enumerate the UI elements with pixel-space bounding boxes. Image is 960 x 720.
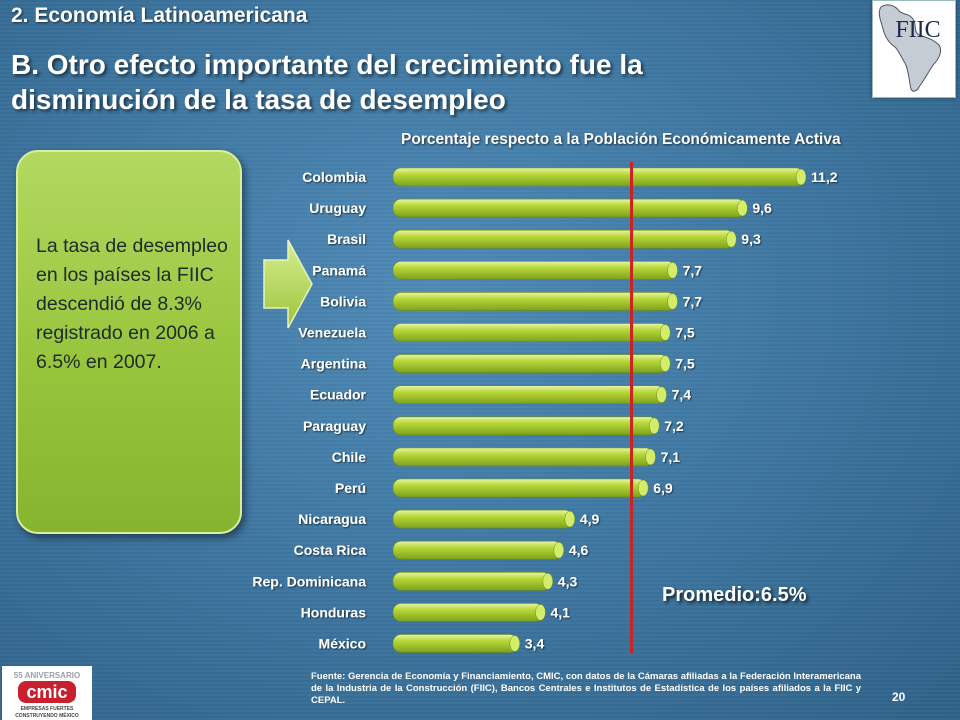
source-note: Fuente: Gerencia de Economía y Financiam… <box>311 671 861 706</box>
chart-title: Porcentaje respecto a la Población Econó… <box>401 131 841 148</box>
cmic-tagline-1: EMPRESAS FUERTES <box>21 706 74 712</box>
value-label: 9,6 <box>752 200 772 216</box>
cmic-anniversary-text: 55 ANIVERSARIO <box>14 671 80 680</box>
category-label: Perú <box>335 480 366 496</box>
value-label: 4,9 <box>580 511 600 527</box>
bar-2 <box>392 229 735 249</box>
category-label: México <box>319 636 366 652</box>
bar-cap-9 <box>645 448 656 466</box>
bar-13 <box>392 571 552 591</box>
bar-cap-13 <box>542 573 554 590</box>
category-label: Paraguay <box>303 418 366 434</box>
bar-cap-15 <box>509 635 521 652</box>
category-label: Costa Rica <box>294 542 367 558</box>
bar-15 <box>392 634 519 653</box>
value-label: 9,3 <box>741 231 761 247</box>
bar-3 <box>392 260 676 280</box>
fiic-logo: FIIC <box>872 0 956 98</box>
bar-cap-0 <box>795 168 807 186</box>
category-label: Bolivia <box>320 293 366 309</box>
bar-cap-2 <box>726 230 737 248</box>
category-label: Honduras <box>301 604 367 620</box>
bar-1 <box>392 198 746 218</box>
bar-cap-3 <box>667 262 678 279</box>
page-title-line-2: disminución de la tasa de desempleo <box>11 84 506 115</box>
category-label: Brasil <box>327 231 366 247</box>
bar-cap-5 <box>660 324 671 341</box>
category-label: Panamá <box>312 262 366 278</box>
category-label: Chile <box>332 449 366 465</box>
category-label: Argentina <box>301 356 367 372</box>
average-label: Promedio:6.5% <box>662 584 807 606</box>
category-label: Rep. Dominicana <box>252 573 366 589</box>
bar-cap-4 <box>667 293 678 310</box>
page-title: B. Otro efecto importante del crecimient… <box>11 47 841 117</box>
category-label: Nicaragua <box>298 511 366 527</box>
value-label: 4,1 <box>550 604 570 620</box>
bar-cap-8 <box>648 417 660 435</box>
bar-11 <box>392 509 574 529</box>
value-label: 6,9 <box>653 480 673 496</box>
category-label: Uruguay <box>309 200 366 216</box>
bar-cap-6 <box>660 355 671 372</box>
bar-cap-11 <box>564 510 576 528</box>
page-title-line-1: B. Otro efecto importante del crecimient… <box>11 49 643 80</box>
value-label: 3,4 <box>525 636 545 652</box>
value-label: 4,3 <box>558 573 578 589</box>
value-label: 11,2 <box>811 169 838 185</box>
bar-6 <box>392 354 669 373</box>
fiic-map-icon: FIIC <box>878 4 942 92</box>
cmic-tagline-2: CONSTRUYENDO MÉXICO <box>15 711 79 719</box>
cmic-logo-text: cmic <box>26 682 67 702</box>
cmic-logo: 55 ANIVERSARIO cmic EMPRESAS FUERTES CON… <box>2 666 92 720</box>
value-label: 7,5 <box>675 325 695 341</box>
bar-4 <box>392 292 676 311</box>
page-number: 20 <box>892 690 906 704</box>
callout-text: La tasa de desempleo en los países la FI… <box>36 235 228 373</box>
category-label: Ecuador <box>310 387 367 403</box>
category-label: Colombia <box>302 169 366 185</box>
bar-12 <box>392 540 563 560</box>
bar-8 <box>392 416 658 436</box>
bar-cap-10 <box>637 479 649 497</box>
value-label: 7,5 <box>675 356 695 372</box>
bar-cap-12 <box>553 541 565 559</box>
bar-cap-14 <box>535 604 546 621</box>
arrow-right-icon <box>263 239 313 329</box>
section-title: 2. Economía Latinoamericana <box>11 4 308 27</box>
bar-5 <box>392 323 669 342</box>
bar-cap-1 <box>737 199 748 217</box>
value-label: 7,2 <box>664 418 684 434</box>
value-label: 4,6 <box>569 542 589 558</box>
bar-10 <box>392 478 647 498</box>
bar-cap-7 <box>656 386 667 403</box>
value-label: 7,4 <box>672 387 692 403</box>
category-label: Venezuela <box>298 325 366 341</box>
fiic-logo-text: FIIC <box>895 17 940 43</box>
bar-7 <box>392 385 665 405</box>
value-label: 7,7 <box>683 262 703 278</box>
value-label: 7,7 <box>683 293 703 309</box>
bar-0 <box>392 167 805 187</box>
bar-14 <box>392 603 544 622</box>
callout-box: La tasa de desempleo en los países la FI… <box>16 150 242 534</box>
value-label: 7,1 <box>661 449 681 465</box>
bar-9 <box>392 447 654 467</box>
